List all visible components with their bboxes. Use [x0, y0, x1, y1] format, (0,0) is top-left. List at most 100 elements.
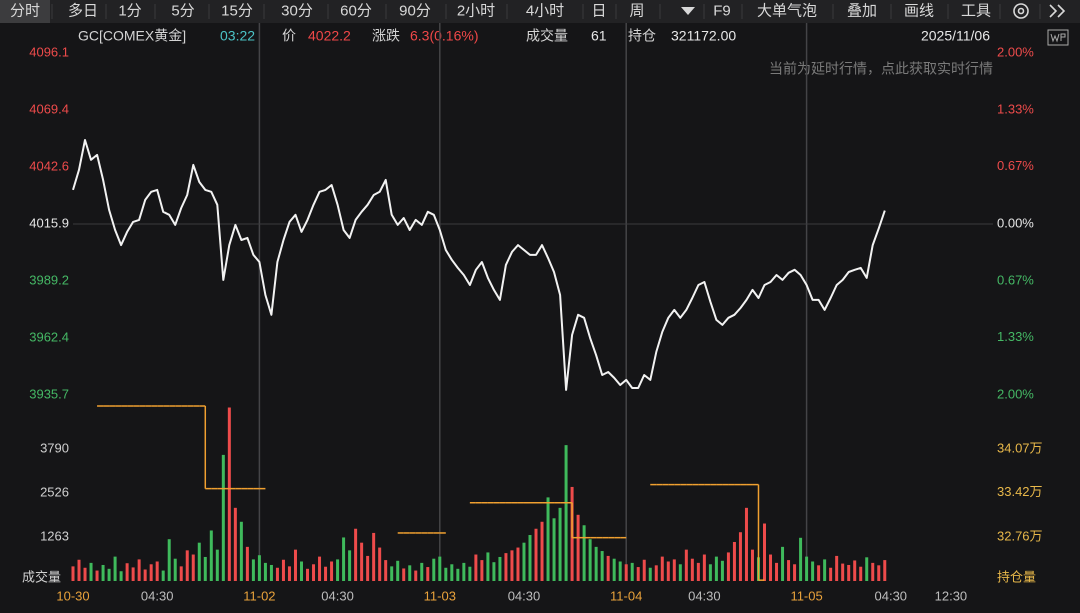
volume-bar — [775, 562, 779, 581]
toolbar-tab[interactable]: 30分 — [281, 2, 313, 19]
toolbar-tab[interactable]: F9 — [713, 2, 731, 19]
settings-icon[interactable] — [1013, 3, 1029, 19]
volume-bar — [606, 555, 610, 581]
wp-icon[interactable] — [1047, 29, 1069, 46]
volume-bar — [167, 539, 171, 581]
volume-bar — [89, 562, 93, 581]
x-tick-label: 04:30 — [321, 588, 354, 603]
quote-time: 03:22 — [220, 28, 255, 44]
y-tick-label: 3790 — [40, 440, 69, 455]
volume-bar — [185, 550, 189, 581]
volume-bar — [426, 567, 430, 581]
volume-bar — [486, 552, 490, 581]
x-tick-label: 11-02 — [243, 588, 275, 603]
y-tick-label: 2526 — [40, 484, 69, 499]
toolbar-tab[interactable]: 90分 — [399, 2, 431, 19]
volume-bar — [636, 567, 640, 581]
volume-bar — [492, 562, 496, 581]
more-icon[interactable] — [1049, 4, 1066, 18]
volume-bar — [708, 564, 712, 581]
volume-bar — [197, 542, 201, 581]
toolbar-tab[interactable]: 4小时 — [526, 2, 564, 19]
toolbar-tab[interactable]: 分时 — [10, 2, 40, 19]
volume-bar — [77, 559, 81, 581]
toolbar-tab[interactable]: 叠加 — [847, 2, 877, 19]
series-label: 成交量 — [22, 569, 61, 584]
volume-bar — [390, 566, 394, 581]
toolbar-tab[interactable]: 日 — [591, 2, 606, 19]
toolbar-tab[interactable]: 15分 — [221, 2, 253, 19]
volume-bar — [342, 537, 346, 581]
volume-bar — [702, 554, 706, 581]
volume-bar — [793, 564, 797, 581]
volume-bar — [859, 566, 863, 581]
toolbar-tab[interactable]: 周 — [629, 2, 644, 19]
volume-bar — [648, 567, 652, 581]
volume-bar — [498, 556, 502, 581]
volume-bar — [865, 557, 869, 581]
y-tick-label: 4015.9 — [29, 215, 69, 230]
volume-bar — [618, 561, 622, 581]
volume-bar — [263, 562, 267, 581]
volume-bar — [714, 556, 718, 581]
quote-oi-label: 持仓 — [628, 28, 656, 44]
volume-bar — [372, 532, 376, 581]
volume-bar — [107, 568, 111, 581]
volume-bar — [173, 558, 177, 581]
volume-bar — [239, 521, 243, 581]
toolbar-tab[interactable]: 大单气泡 — [757, 2, 817, 19]
volume-bar — [245, 546, 249, 581]
y2-tick-label: 1.33% — [997, 102, 1034, 117]
dropdown-icon[interactable] — [681, 7, 695, 15]
toolbar-tab[interactable]: 工具 — [961, 2, 991, 19]
volume-bar — [811, 561, 815, 581]
volume-bar — [119, 571, 123, 581]
toolbar — [0, 0, 1080, 23]
volume-bar — [654, 565, 658, 581]
toolbar-tab[interactable]: 2小时 — [457, 2, 495, 19]
volume-bar — [251, 559, 255, 581]
volume-bar — [287, 566, 291, 581]
delay-notice[interactable]: 当前为延时行情，点此获取实时行情 — [769, 61, 993, 77]
volume-bar — [396, 560, 400, 581]
toolbar-tab[interactable]: 1分 — [118, 2, 141, 19]
toolbar-tab[interactable]: 画线 — [904, 2, 934, 19]
volume-bar — [438, 556, 442, 581]
y-tick-label: 3962.4 — [29, 330, 69, 345]
volume-bar — [805, 556, 809, 581]
volume-bar — [877, 565, 881, 581]
volume-bar — [678, 564, 682, 581]
volume-bar — [468, 566, 472, 581]
price-line — [72, 139, 886, 391]
volume-bar — [841, 563, 845, 581]
volume-bar — [750, 549, 754, 581]
quote-volume: 61 — [591, 28, 607, 44]
quote-volume-label: 成交量 — [526, 28, 568, 44]
volume-bar — [83, 567, 87, 581]
y2-tick-label: 0.67% — [997, 158, 1034, 173]
volume-bar — [552, 518, 556, 581]
volume-bar — [101, 564, 105, 581]
volume-bar — [510, 550, 514, 581]
volume-bar — [348, 550, 352, 581]
toolbar-tab[interactable]: 多日 — [68, 2, 98, 19]
x-tick-label: 10-30 — [56, 588, 89, 603]
y2-tick-label: 33.42万 — [997, 484, 1043, 499]
volume-bar — [149, 564, 153, 581]
quote-oi: 321172.00 — [671, 28, 736, 44]
volume-bar — [191, 554, 195, 581]
volume-bar — [787, 560, 791, 581]
volume-bar — [420, 562, 424, 581]
toolbar-tab[interactable]: 5分 — [171, 2, 194, 19]
volume-bar — [306, 568, 310, 581]
active-tab — [0, 0, 50, 23]
volume-bar — [600, 551, 604, 581]
volume-bar — [666, 561, 670, 581]
toolbar-tab[interactable]: 60分 — [340, 2, 372, 19]
volume-bar — [330, 561, 334, 581]
volume-bar — [672, 559, 676, 581]
volume-bar — [161, 570, 165, 581]
volume-bar — [269, 564, 273, 581]
volume-bar — [203, 556, 207, 581]
